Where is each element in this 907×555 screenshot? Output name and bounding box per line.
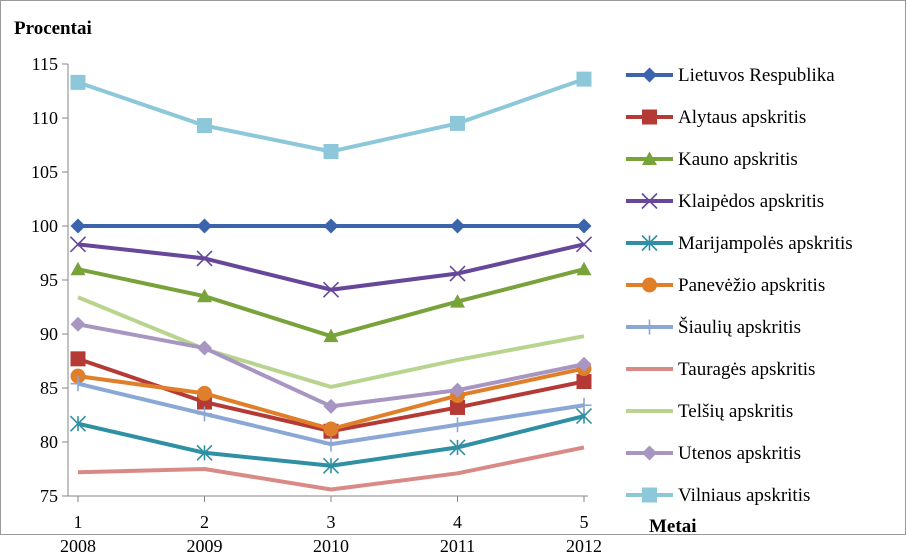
data-point xyxy=(450,116,465,131)
legend-label: Šiaulių apskritis xyxy=(678,316,801,338)
data-point xyxy=(577,374,592,389)
data-point xyxy=(197,386,212,401)
legend-label: Utenos apskritis xyxy=(678,443,801,464)
year-label: 2010 xyxy=(313,536,349,555)
legend-label: Vilniaus apskritis xyxy=(678,485,810,506)
x-tick-label: 4 xyxy=(453,512,462,532)
y-tick-label: 75 xyxy=(40,486,58,506)
x-tick-label: 3 xyxy=(327,512,336,532)
data-point xyxy=(197,118,212,133)
y-tick-label: 115 xyxy=(32,54,58,74)
y-tick-label: 85 xyxy=(40,378,58,398)
y-tick-label: 105 xyxy=(31,162,58,182)
y-tick-label: 80 xyxy=(40,432,58,452)
legend-label: Tauragės apskritis xyxy=(678,359,815,380)
legend-label: Klaipėdos apskritis xyxy=(678,191,824,212)
data-point xyxy=(71,75,86,90)
year-label: 2008 xyxy=(60,536,96,555)
x-axis-title: Metai xyxy=(649,516,696,537)
y-tick-label: 110 xyxy=(32,108,58,128)
year-label: 2009 xyxy=(187,536,223,555)
data-point xyxy=(642,278,657,293)
legend-label: Panevėžio apskritis xyxy=(678,275,825,296)
legend-label: Telšių apskritis xyxy=(678,401,793,422)
legend-label: Marijampolės apskritis xyxy=(678,233,853,254)
data-point xyxy=(324,144,339,159)
x-tick-label: 2 xyxy=(200,512,209,532)
data-point xyxy=(642,488,657,503)
data-point xyxy=(71,351,86,366)
y-tick-label: 90 xyxy=(40,324,58,344)
legend-label: Lietuvos Respublika xyxy=(678,65,835,86)
y-tick-label: 100 xyxy=(31,216,58,236)
legend-label: Kauno apskritis xyxy=(678,149,798,170)
data-point xyxy=(642,110,657,125)
data-point xyxy=(324,422,339,437)
y-tick-label: 95 xyxy=(40,270,58,290)
year-label: 2011 xyxy=(440,536,475,555)
data-point xyxy=(577,72,592,87)
legend-label: Alytaus apskritis xyxy=(678,107,806,128)
y-axis-title: Procentai xyxy=(14,18,92,39)
x-tick-label: 5 xyxy=(580,512,589,532)
year-label: 2012 xyxy=(566,536,602,555)
x-tick-label: 1 xyxy=(74,512,83,532)
